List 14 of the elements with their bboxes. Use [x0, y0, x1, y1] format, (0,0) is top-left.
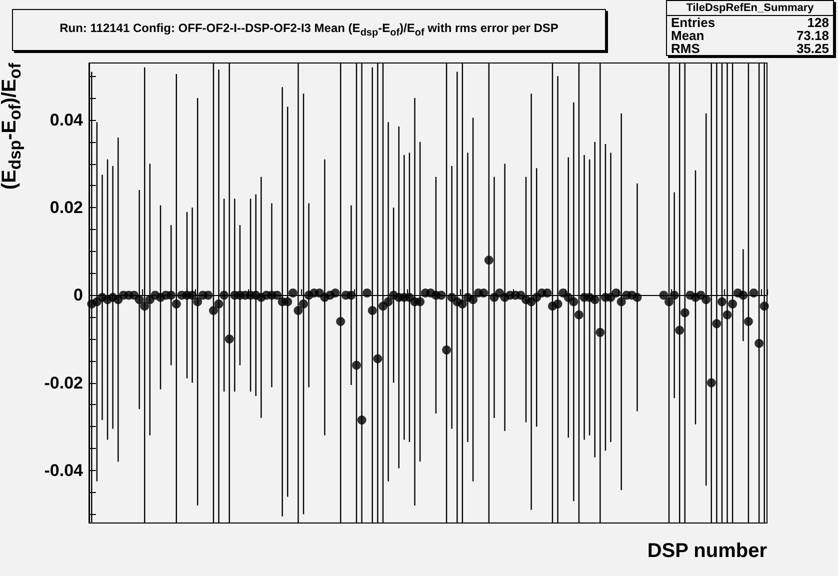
- y-tick-label: 0.04: [50, 110, 84, 130]
- x-axis-title: DSP number: [647, 540, 767, 563]
- text: RMS: [671, 41, 700, 56]
- text: TileDspRefEn_Summary: [667, 1, 833, 16]
- y-tick-label: -0.04: [44, 460, 84, 480]
- y-tick-label: 0.02: [50, 198, 83, 218]
- text: 35.25: [796, 41, 829, 56]
- text: Entries: [671, 15, 716, 30]
- y-tick-label: 0: [74, 286, 83, 305]
- y-tick-label: -0.02: [44, 373, 83, 392]
- text: Mean: [671, 28, 704, 43]
- text: 73.18: [796, 28, 829, 43]
- text: 128: [807, 15, 829, 30]
- chart-title: Run: 112141 Config: OFF-OF2-I--DSP-OF2-I3 Mean (E$_{dsp}$-E$_{of}$)/E$_{of}$ with rms error per DSP: [60, 21, 558, 39]
